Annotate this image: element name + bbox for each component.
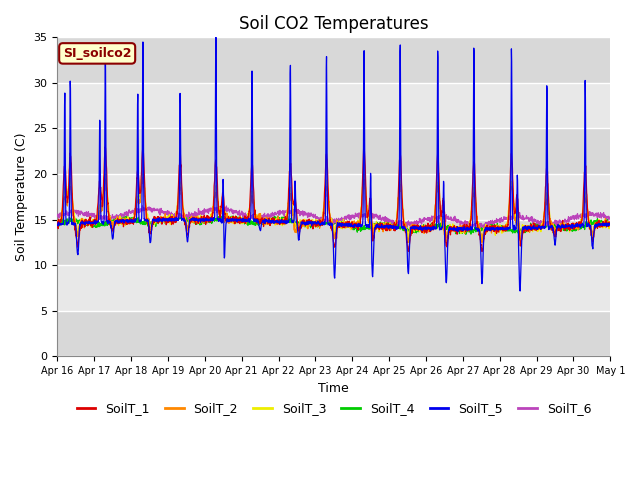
Title: Soil CO2 Temperatures: Soil CO2 Temperatures	[239, 15, 429, 33]
Text: SI_soilco2: SI_soilco2	[63, 47, 131, 60]
Bar	[58, 37, 611, 83]
X-axis label: Time: Time	[319, 382, 349, 395]
Bar	[58, 311, 611, 356]
Bar	[58, 129, 611, 174]
Legend: SoilT_1, SoilT_2, SoilT_3, SoilT_4, SoilT_5, SoilT_6: SoilT_1, SoilT_2, SoilT_3, SoilT_4, Soil…	[72, 397, 596, 420]
Bar	[58, 265, 611, 311]
Bar	[58, 220, 611, 265]
Bar	[58, 83, 611, 129]
Y-axis label: Soil Temperature (C): Soil Temperature (C)	[15, 132, 28, 261]
Bar	[58, 174, 611, 220]
